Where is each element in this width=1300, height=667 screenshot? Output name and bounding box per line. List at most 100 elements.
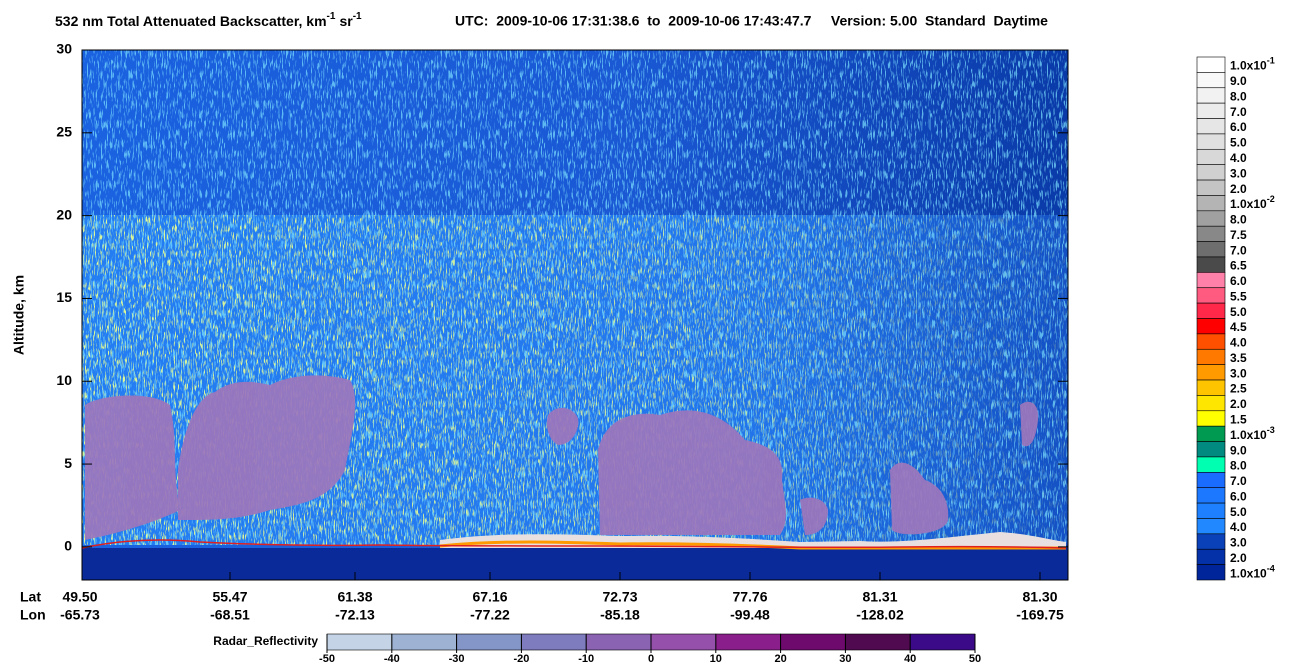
plot-frame xyxy=(81,49,1069,581)
colorbar-label-text: 1.5 xyxy=(1230,413,1247,427)
radar-tick-label: -30 xyxy=(449,653,465,665)
colorbar-label: 4.0 xyxy=(1230,520,1247,534)
y-tick-label: 5 xyxy=(64,455,72,471)
colorbar-box xyxy=(1196,410,1226,427)
lat-label: 49.50 xyxy=(62,589,97,605)
y-tick-label: 0 xyxy=(64,538,72,554)
radar-colorbar-box xyxy=(909,633,976,651)
title-unit: sr xyxy=(339,13,353,29)
colorbar-label-exponent: -3 xyxy=(1267,425,1275,435)
y-tick-label: 15 xyxy=(56,289,72,305)
lon-label: -128.02 xyxy=(856,607,904,623)
lat-label: 77.76 xyxy=(732,589,767,605)
colorbar-label: 7.0 xyxy=(1230,474,1247,488)
colorbar-box xyxy=(1196,379,1226,396)
colorbar-label: 9.0 xyxy=(1230,74,1247,88)
radar-colorbar-box xyxy=(391,633,457,651)
colorbar-box xyxy=(1196,210,1226,227)
colorbar-box xyxy=(1196,395,1226,412)
colorbar-label-exponent: -1 xyxy=(1267,56,1275,66)
colorbar-label-text: 4.0 xyxy=(1230,520,1247,534)
colorbar-box xyxy=(1196,364,1226,381)
colorbar-label-text: 6.0 xyxy=(1230,274,1247,288)
lon-label: -77.22 xyxy=(470,607,510,623)
colorbar-box xyxy=(1196,441,1226,458)
lon-label: -169.75 xyxy=(1016,607,1064,623)
colorbar-box xyxy=(1196,318,1226,335)
colorbar-box xyxy=(1196,241,1226,258)
colorbar-label: 6.0 xyxy=(1230,274,1247,288)
radar-tick-label: 50 xyxy=(969,653,981,665)
colorbar-label-text: 4.0 xyxy=(1230,336,1247,350)
colorbar-label: 2.0 xyxy=(1230,182,1247,196)
title-text: 532 nm Total Attenuated Backscatter, km xyxy=(55,13,327,29)
colorbar-box xyxy=(1196,487,1226,504)
colorbar-label: 6.0 xyxy=(1230,120,1247,134)
lon-label: -85.18 xyxy=(600,607,640,623)
lat-label: 67.16 xyxy=(472,589,507,605)
colorbar-label-text: 6.0 xyxy=(1230,120,1247,134)
colorbar-label-text: 2.0 xyxy=(1230,182,1247,196)
radar-tick-label: 40 xyxy=(904,653,916,665)
radar-tick-label: -20 xyxy=(513,653,529,665)
colorbar-box xyxy=(1196,148,1226,165)
radar-tick-label: 10 xyxy=(710,653,722,665)
colorbar-label: 6.5 xyxy=(1230,259,1247,273)
colorbar-label: 6.0 xyxy=(1230,490,1247,504)
radar-tick-label: -40 xyxy=(384,653,400,665)
colorbar-label: 5.0 xyxy=(1230,505,1247,519)
colorbar-label: 9.0 xyxy=(1230,443,1247,457)
colorbar-label: 2.5 xyxy=(1230,382,1247,396)
colorbar-label-text: 5.0 xyxy=(1230,305,1247,319)
colorbar-box xyxy=(1196,272,1226,289)
lon-label: -65.73 xyxy=(60,607,100,623)
colorbar-label-text: 9.0 xyxy=(1230,74,1247,88)
colorbar-label-text: 2.0 xyxy=(1230,551,1247,565)
colorbar-box xyxy=(1196,348,1226,365)
colorbar-label: 3.0 xyxy=(1230,536,1247,550)
colorbar-label-text: 7.0 xyxy=(1230,105,1247,119)
radar-colorbar-box xyxy=(521,633,587,651)
backscatter-image xyxy=(81,50,1068,580)
colorbar-label-text: 6.5 xyxy=(1230,259,1247,273)
colorbar-box xyxy=(1196,564,1226,581)
colorbar-label-text: 5.5 xyxy=(1230,290,1247,304)
colorbar-box xyxy=(1196,87,1226,104)
colorbar-label: 1.0x10-3 xyxy=(1230,425,1275,442)
colorbar-label-text: 3.0 xyxy=(1230,367,1247,381)
colorbar-label-text: 4.0 xyxy=(1230,151,1247,165)
colorbar-box xyxy=(1196,256,1226,273)
radar-colorbar-label: Radar_Reflectivity xyxy=(213,634,318,648)
radar-tick-label: -50 xyxy=(319,653,335,665)
colorbar-label-text: 8.0 xyxy=(1230,459,1247,473)
colorbar-label-text: 1.0x10 xyxy=(1230,59,1267,73)
lon-label: -99.48 xyxy=(730,607,770,623)
colorbar-label: 3.5 xyxy=(1230,351,1247,365)
colorbar-label-text: 6.0 xyxy=(1230,490,1247,504)
colorbar-label: 3.0 xyxy=(1230,367,1247,381)
radar-colorbar-box xyxy=(585,633,652,651)
radar-tick-label: 20 xyxy=(774,653,786,665)
colorbar-label-text: 1.0x10 xyxy=(1230,428,1267,442)
colorbar-label: 4.0 xyxy=(1230,151,1247,165)
colorbar-label: 5.5 xyxy=(1230,290,1247,304)
colorbar-label: 8.0 xyxy=(1230,90,1247,104)
colorbar-label: 8.0 xyxy=(1230,459,1247,473)
colorbar-label: 1.5 xyxy=(1230,413,1247,427)
colorbar-label: 5.0 xyxy=(1230,136,1247,150)
colorbar-label-text: 3.5 xyxy=(1230,351,1247,365)
colorbar-box xyxy=(1196,425,1226,442)
colorbar-box xyxy=(1196,133,1226,150)
lon-label: -68.51 xyxy=(210,607,250,623)
colorbar-box xyxy=(1196,333,1226,350)
colorbar-box xyxy=(1196,518,1226,535)
title-info: UTC: 2009-10-06 17:31:38.6 to 2009-10-06… xyxy=(455,13,1048,29)
colorbar-label: 7.0 xyxy=(1230,243,1247,257)
radar-colorbar-box xyxy=(780,633,846,651)
radar-colorbar-box xyxy=(715,633,781,651)
colorbar-box xyxy=(1196,164,1226,181)
colorbar-label-text: 9.0 xyxy=(1230,443,1247,457)
colorbar-box xyxy=(1196,195,1226,212)
colorbar-label-text: 4.5 xyxy=(1230,320,1247,334)
colorbar-box xyxy=(1196,102,1226,119)
